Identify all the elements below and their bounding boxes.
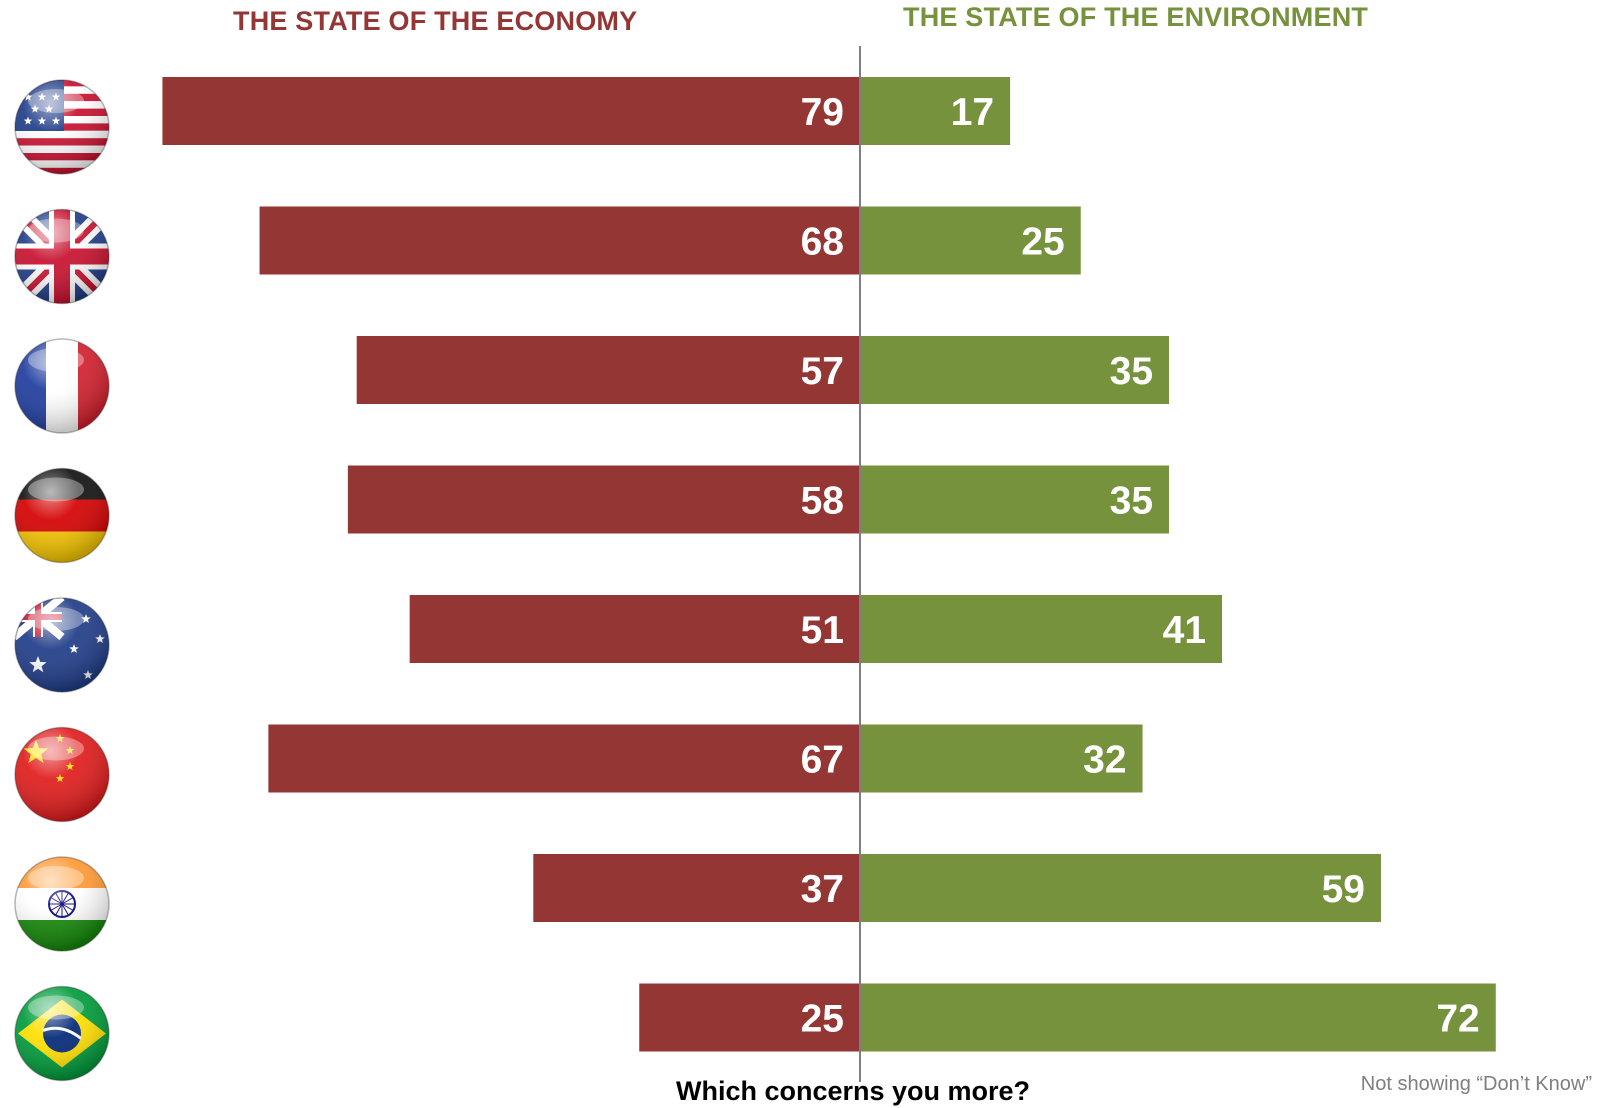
environment-value-label: 17: [951, 91, 994, 134]
environment-value-label: 35: [1110, 350, 1153, 393]
india-flag-icon: [14, 856, 110, 952]
economy-bar: [162, 77, 860, 145]
environment-bar: [860, 465, 1170, 534]
environment-bar: [860, 77, 1011, 145]
economy-bar: [533, 854, 860, 922]
environment-series-header: THE STATE OF THE ENVIRONMENT: [903, 2, 1369, 32]
economy-value-label: 79: [801, 91, 844, 134]
economy-bar: [639, 983, 860, 1052]
environment-value-label: 35: [1110, 480, 1153, 523]
economy-value-label: 51: [801, 609, 844, 652]
footnote: Not showing “Don’t Know”: [1360, 1073, 1592, 1095]
france-flag-icon: [14, 338, 110, 434]
uk-flag-icon: [14, 208, 110, 305]
environment-bar: [860, 854, 1381, 922]
economy-value-label: 68: [801, 221, 844, 264]
economy-value-label: 57: [801, 350, 844, 393]
brazil-flag-icon: [14, 985, 110, 1082]
environment-value-label: 72: [1436, 998, 1479, 1041]
environment-bar: [860, 336, 1170, 404]
environment-bar: [860, 983, 1496, 1052]
economy-bar: [409, 595, 860, 663]
economy-value-label: 37: [801, 868, 844, 911]
environment-bar: [860, 595, 1223, 663]
environment-bar: [860, 724, 1143, 793]
economy-series-header: THE STATE OF THE ECONOMY: [233, 6, 638, 36]
economy-bar: [347, 465, 860, 534]
germany-flag-icon: [14, 467, 110, 564]
bars-group: 79 17 68 25 57 35 58 35 51 41 67 32 37 59 25 72: [162, 77, 1496, 1052]
environment-value-label: 41: [1163, 609, 1206, 652]
china-flag-icon: [14, 726, 110, 823]
environment-value-label: 59: [1322, 868, 1365, 911]
environment-value-label: 25: [1021, 221, 1064, 264]
economy-value-label: 25: [801, 998, 844, 1041]
flag-column: [14, 79, 110, 1082]
usa-flag-icon: [14, 79, 110, 175]
economy-value-label: 58: [801, 480, 844, 523]
economy-bar: [356, 336, 860, 404]
australia-flag-icon: [14, 597, 110, 693]
chart-question: Which concerns you more?: [675, 1076, 1031, 1106]
environment-bar: [860, 206, 1081, 275]
environment-value-label: 32: [1083, 739, 1126, 782]
economy-value-label: 67: [801, 739, 844, 782]
economy-bar: [268, 724, 860, 793]
economy-bar: [259, 206, 860, 275]
